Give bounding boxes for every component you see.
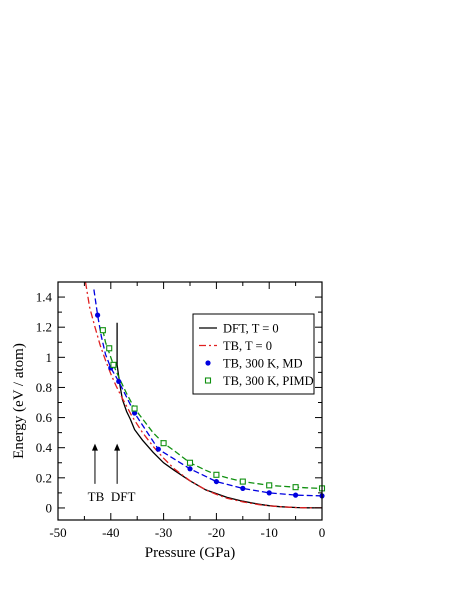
annotation-label: DFT — [111, 489, 136, 504]
legend-label: TB, T = 0 — [223, 339, 272, 353]
series-point-3 — [266, 482, 273, 489]
series-point-2 — [266, 490, 272, 496]
series-point-3 — [186, 459, 194, 466]
x-tick-label: 0 — [319, 525, 326, 540]
y-tick-label: 0.4 — [36, 440, 53, 455]
y-axis-label: Energy (eV / atom) — [11, 343, 27, 459]
x-tick-label: -30 — [155, 525, 172, 540]
x-tick-label: -40 — [102, 525, 119, 540]
series-point-2 — [116, 378, 122, 385]
series-point-3 — [239, 478, 246, 485]
legend-swatch-marker — [205, 360, 211, 366]
series-point-2 — [187, 466, 193, 472]
series-point-3 — [110, 361, 117, 368]
x-axis-label: Pressure (GPa) — [145, 545, 235, 561]
series-point-3 — [160, 440, 167, 447]
x-tick-label: -20 — [208, 525, 225, 540]
series-point-2 — [155, 446, 161, 452]
series-point-3 — [292, 484, 299, 491]
legend-swatch-marker — [204, 377, 212, 384]
series-point-3 — [106, 345, 113, 352]
annotation-arrow-head — [91, 443, 98, 451]
annotation-label: TB — [88, 489, 105, 504]
x-tick-label: -10 — [261, 525, 278, 540]
legend-label: TB, 300 K, PIMD — [223, 374, 314, 388]
y-ticks: 0 0.2 0.4 0.6 0.8 1 1.2 1.4 — [36, 281, 322, 515]
y-tick-label: 0.8 — [36, 380, 52, 395]
series-line-2 — [93, 289, 322, 497]
y-tick-label: 0 — [46, 500, 53, 515]
annotation-arrow-head — [114, 443, 121, 451]
annotations: TB DFT — [88, 443, 136, 504]
legend: DFT, T = 0 TB, T = 0 TB, 300 K, MD TB, 300 … — [192, 313, 315, 395]
y-tick-label: 1 — [46, 350, 53, 365]
y-tick-label: 1.4 — [36, 290, 53, 305]
series-point-3 — [131, 405, 138, 412]
y-tick-label: 1.2 — [36, 320, 52, 335]
y-tick-label: 0.2 — [36, 470, 52, 485]
series-point-2 — [213, 478, 219, 485]
series-line-1 — [84, 282, 322, 509]
x-tick-label: -50 — [49, 525, 66, 540]
series-point-3 — [99, 327, 106, 334]
x-ticks: -50 -40 -30 -20 -10 0 — [49, 282, 325, 540]
series-point-3 — [213, 471, 220, 478]
legend-label: DFT, T = 0 — [223, 322, 279, 336]
series-point-2 — [240, 485, 246, 491]
series-point-2 — [95, 312, 101, 318]
y-tick-label: 0.6 — [36, 410, 53, 425]
series-point-2 — [293, 492, 299, 498]
series-point-2 — [131, 410, 138, 416]
legend-label: TB, 300 K, MD — [223, 357, 303, 371]
legend-box — [192, 313, 315, 395]
